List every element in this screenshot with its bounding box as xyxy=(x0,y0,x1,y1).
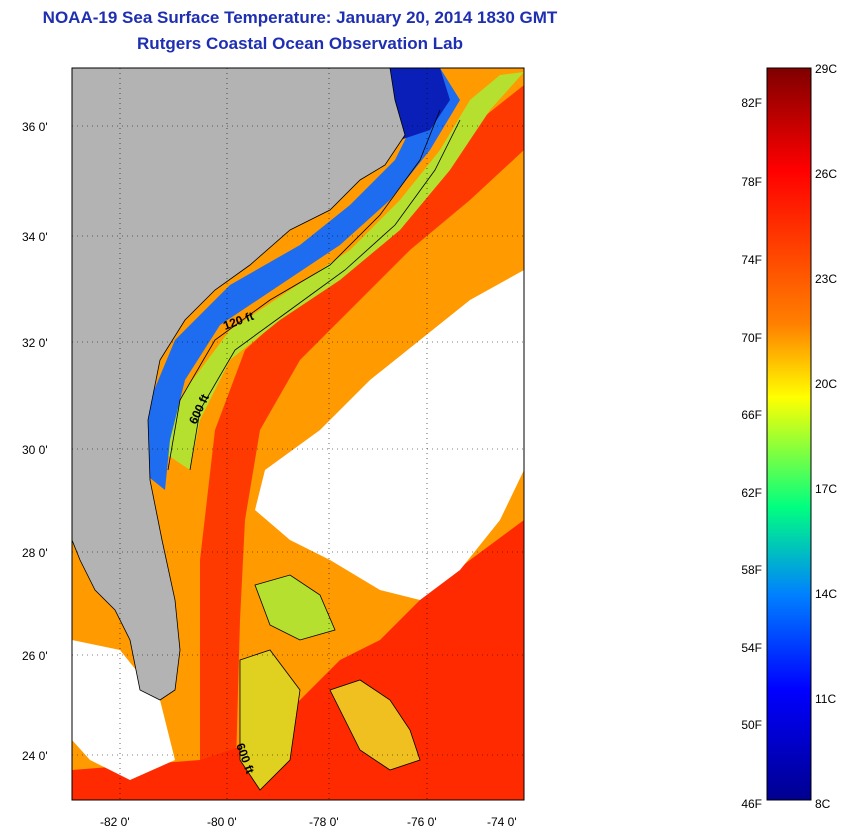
lon-tick-label: -80 0' xyxy=(207,815,237,829)
land-southeast-us xyxy=(72,68,406,701)
lat-tick-label: 36 0' xyxy=(22,120,48,134)
colorbar-f-label: 70F xyxy=(741,331,762,345)
colorbar-f-label: 62F xyxy=(741,486,762,500)
lon-tick-label: -82 0' xyxy=(100,815,130,829)
lat-tick-label: 24 0' xyxy=(22,749,48,763)
lat-tick-label: 32 0' xyxy=(22,336,48,350)
lat-tick-label: 34 0' xyxy=(22,230,48,244)
colorbar-c-label: 23C xyxy=(815,272,837,286)
colorbar-c-label: 8C xyxy=(815,797,831,811)
gulf-stream xyxy=(200,85,524,800)
colorbar-f-label: 46F xyxy=(741,797,762,811)
colorbar-f-label: 74F xyxy=(741,253,762,267)
contour-600ft xyxy=(189,119,461,471)
lon-tick-label: -76 0' xyxy=(407,815,437,829)
lat-tick-label: 28 0' xyxy=(22,546,48,560)
colorbar-f-label: 58F xyxy=(741,563,762,577)
colorbar-c-label: 17C xyxy=(815,482,837,496)
colorbar-gradient xyxy=(766,67,812,801)
colorbar-f-label: 82F xyxy=(741,96,762,110)
map-frame xyxy=(71,67,525,801)
bahamas-bank-2 xyxy=(239,649,301,791)
cloud-cover xyxy=(255,270,524,600)
sst-map xyxy=(72,68,524,800)
bahamas-bank xyxy=(254,574,336,641)
lat-axis: 36 0' 34 0' 32 0' 30 0' 28 0' 26 0' 24 0… xyxy=(22,120,48,763)
colorbar-f-label: 50F xyxy=(741,718,762,732)
lon-tick-label: -78 0' xyxy=(309,815,339,829)
bahamas-bank-3 xyxy=(329,679,421,771)
colorbar-f-label: 66F xyxy=(741,408,762,422)
cloud-cover-south xyxy=(72,640,175,780)
map-subtitle: Rutgers Coastal Ocean Observation Lab xyxy=(137,34,463,53)
colorbar: 82F 78F 74F 70F 66F 62F 58F 54F 50F 46F … xyxy=(741,62,837,811)
lon-axis: -82 0' -80 0' -78 0' -76 0' -74 0' xyxy=(100,815,517,829)
colorbar-c-label: 20C xyxy=(815,377,837,391)
grid xyxy=(72,68,524,800)
lat-tick-label: 30 0' xyxy=(22,443,48,457)
coastal-green-band xyxy=(160,72,524,470)
colorbar-c-label: 14C xyxy=(815,587,837,601)
map-title: NOAA-19 Sea Surface Temperature: January… xyxy=(42,8,558,27)
colorbar-c-label: 26C xyxy=(815,167,837,181)
contour-120ft xyxy=(167,109,441,471)
colorbar-f-label: 78F xyxy=(741,175,762,189)
colorbar-c-label: 11C xyxy=(815,692,836,706)
colorbar-f-label: 54F xyxy=(741,641,762,655)
lon-tick-label: -74 0' xyxy=(487,815,517,829)
colorbar-c-label: 29C xyxy=(815,62,837,76)
lat-tick-label: 26 0' xyxy=(22,649,48,663)
florida-current xyxy=(72,520,524,800)
